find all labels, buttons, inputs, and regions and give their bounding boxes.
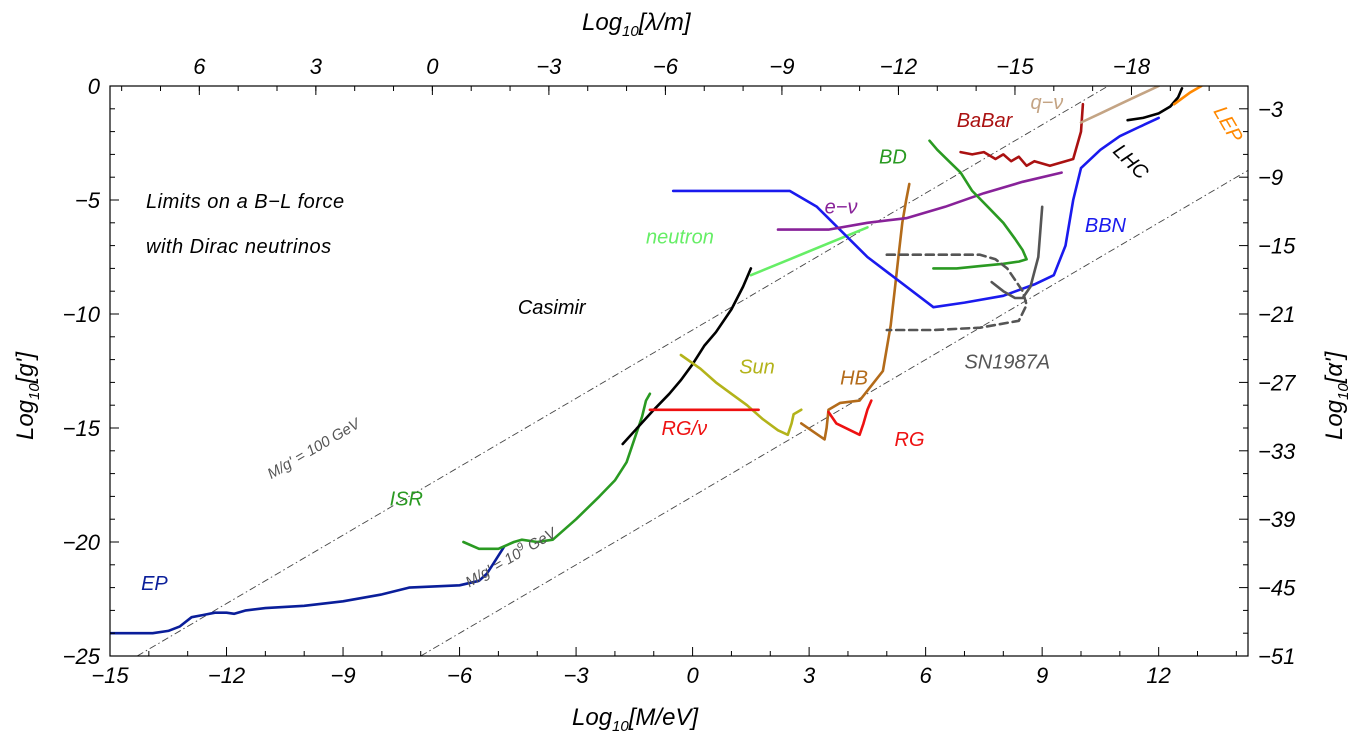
reference-label-1e9gev: M/g' = 109 GeV: [462, 522, 561, 591]
top-tick-label: 6: [193, 54, 206, 79]
right-tick-label: −21: [1258, 302, 1295, 327]
curve-label-rg-: RG/ν: [662, 418, 708, 440]
series-casimir-line: [621, 267, 753, 446]
reference-lines: [136, 86, 1248, 656]
y-tick-label: −15: [63, 416, 101, 441]
x-tick-label: 0: [686, 663, 699, 688]
top-tick-label: −6: [653, 54, 679, 79]
series-isr-line: [462, 392, 652, 551]
y-tick-label: −25: [63, 644, 101, 669]
series-sn1987a-line: [885, 253, 1028, 332]
top-tick-label: −15: [996, 54, 1034, 79]
series-ep-line: [110, 545, 506, 635]
x-tick-label: −3: [564, 663, 590, 688]
top-tick-label: −18: [1113, 54, 1151, 79]
reference-label-sup: 9: [515, 540, 526, 553]
series-bd-line: [928, 139, 1028, 270]
x-tick-label: 3: [803, 663, 816, 688]
right-tick-label: −33: [1258, 439, 1296, 464]
curve-label-rg: RG: [895, 429, 925, 451]
x-axis-label: Log10[M/eV]: [572, 704, 699, 733]
top-tick-label: −12: [880, 54, 917, 79]
series-lep-line: [1172, 86, 1203, 106]
curve-label-ep: EP: [141, 573, 168, 595]
reference-label-100gev: M/g' = 100 GeV: [265, 414, 365, 482]
y-tick-label: −10: [63, 302, 101, 327]
y-axis-label: Log10[g']: [12, 351, 43, 440]
series-q--line: [1079, 86, 1160, 124]
series-neutron-line: [749, 226, 869, 277]
curve-label-lhc: LHC: [1109, 140, 1153, 184]
top-tick-label: −3: [536, 54, 562, 79]
series-sn1987a-branch-line: [990, 205, 1044, 300]
curve-label-e-: e−ν: [825, 197, 858, 219]
axis-ticks: [109, 85, 1248, 657]
curve-label-babar: BaBar: [957, 110, 1014, 132]
series-babar-line: [959, 102, 1085, 168]
y-tick-label: 0: [88, 74, 101, 99]
tick-labels: −15 −12 −9 −6 −3 0 3 6 9 12 0 −5 −10 −15 −20 −25 6 3 0 −3 −6…: [63, 54, 1296, 688]
x-tick-label: −6: [447, 663, 473, 688]
annotation: Limits on a B−L force with Dirac neutrin…: [146, 191, 345, 258]
x-tick-label: 12: [1146, 663, 1170, 688]
right-tick-label: −51: [1258, 644, 1295, 669]
annotation-line-2: with Dirac neutrinos: [146, 236, 332, 258]
right-tick-label: −39: [1258, 507, 1295, 532]
reference-line-1: [136, 86, 1109, 656]
top-x-axis-label: Log10[λ/m]: [582, 9, 692, 40]
right-tick-label: −3: [1258, 97, 1284, 122]
right-tick-label: −15: [1258, 234, 1296, 259]
series-bbn-line: [671, 116, 1160, 309]
curve-label-neutron: neutron: [646, 226, 714, 248]
top-tick-label: 0: [426, 54, 439, 79]
x-tick-label: −12: [208, 663, 245, 688]
y-tick-label: −20: [63, 530, 101, 555]
curve-label-bbn: BBN: [1085, 215, 1127, 237]
series-layer: [110, 86, 1203, 635]
curve-label-casimir: Casimir: [518, 297, 587, 319]
x-tick-label: −9: [330, 663, 355, 688]
curve-label-sun: Sun: [739, 356, 775, 378]
curve-label-sn1987a: SN1987A: [964, 352, 1050, 374]
top-tick-label: −9: [769, 54, 794, 79]
series-e--line: [776, 171, 1063, 231]
y-tick-label: −5: [75, 188, 101, 213]
curve-label-hb: HB: [840, 368, 868, 390]
curve-label-isr: ISR: [390, 489, 423, 511]
right-y-axis-label: Log10[α']: [1321, 350, 1352, 440]
right-tick-label: −9: [1258, 165, 1283, 190]
series-rg-line: [827, 399, 873, 437]
series-lhc-line: [1126, 87, 1184, 122]
series-sun-line: [679, 353, 803, 437]
plot-frame: [109, 85, 1249, 657]
x-tick-label: 6: [920, 663, 933, 688]
right-tick-label: −45: [1258, 576, 1296, 601]
annotation-line-1: Limits on a B−L force: [146, 191, 345, 213]
reference-label-main: M/g' = 10: [463, 545, 525, 591]
reference-line-2: [420, 169, 1248, 656]
top-tick-label: 3: [310, 54, 323, 79]
reference-label-unit: GeV: [521, 524, 561, 557]
right-tick-label: −27: [1258, 370, 1296, 395]
curve-label-q-: q−ν: [1030, 92, 1063, 114]
x-tick-label: 9: [1036, 663, 1048, 688]
series-hb-line: [800, 182, 911, 441]
x-tick-label: −15: [91, 663, 129, 688]
curve-label-bd: BD: [879, 147, 907, 169]
